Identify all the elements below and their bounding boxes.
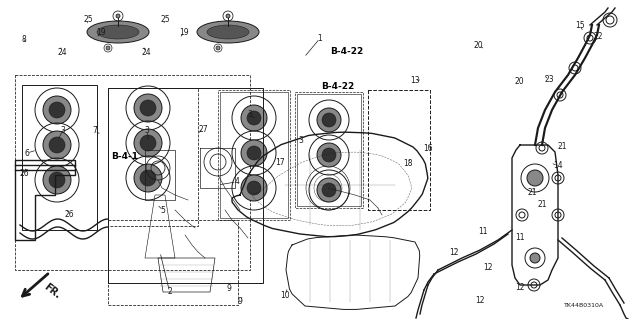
Text: B-4-1: B-4-1 <box>111 152 138 161</box>
Text: 26: 26 <box>64 210 74 219</box>
Text: 12: 12 <box>515 283 524 292</box>
Text: 1: 1 <box>317 34 323 43</box>
Circle shape <box>43 96 71 124</box>
Text: 19: 19 <box>179 28 189 37</box>
Text: 21: 21 <box>538 200 547 209</box>
Text: 6: 6 <box>24 149 29 158</box>
Bar <box>108 88 198 226</box>
Text: 12: 12 <box>476 296 484 305</box>
Circle shape <box>216 46 220 50</box>
Bar <box>295 92 363 208</box>
Circle shape <box>241 105 267 131</box>
Text: 16: 16 <box>422 144 433 153</box>
Text: 12: 12 <box>483 263 492 272</box>
Ellipse shape <box>97 25 139 39</box>
Text: 2: 2 <box>167 287 172 296</box>
Bar <box>218 90 290 220</box>
Text: 22: 22 <box>594 32 603 41</box>
Circle shape <box>527 170 543 186</box>
Circle shape <box>530 253 540 263</box>
Text: 26: 26 <box>19 169 29 178</box>
Text: 13: 13 <box>410 76 420 85</box>
Text: 7: 7 <box>92 126 97 135</box>
Bar <box>22 85 97 230</box>
Text: 25: 25 <box>160 15 170 24</box>
Text: 21: 21 <box>528 188 537 197</box>
Circle shape <box>241 175 267 201</box>
Circle shape <box>43 131 71 159</box>
Circle shape <box>247 181 261 195</box>
Circle shape <box>43 166 71 194</box>
Text: 4: 4 <box>234 177 239 186</box>
Text: 25: 25 <box>83 15 93 24</box>
Text: 17: 17 <box>275 158 285 167</box>
Text: 3: 3 <box>60 126 65 135</box>
Text: 3: 3 <box>247 110 252 119</box>
Circle shape <box>49 137 65 153</box>
Circle shape <box>247 111 261 125</box>
Text: 9: 9 <box>237 297 243 306</box>
Ellipse shape <box>207 25 249 39</box>
Text: 18: 18 <box>404 159 413 168</box>
Text: 21: 21 <box>557 142 566 151</box>
Text: 9: 9 <box>227 284 232 293</box>
Text: B-4-22: B-4-22 <box>330 47 364 56</box>
Circle shape <box>49 172 65 188</box>
Text: 11: 11 <box>479 227 488 236</box>
Bar <box>220 92 288 218</box>
Circle shape <box>140 135 156 151</box>
Text: 11: 11 <box>515 233 524 242</box>
Circle shape <box>241 140 267 166</box>
Text: 14: 14 <box>553 161 563 170</box>
Ellipse shape <box>197 21 259 43</box>
Circle shape <box>247 146 261 160</box>
Text: 15: 15 <box>575 21 585 30</box>
Text: 8: 8 <box>22 35 27 44</box>
Bar <box>15 75 250 270</box>
Circle shape <box>317 108 341 132</box>
Text: 23: 23 <box>544 75 554 84</box>
Text: 20: 20 <box>515 77 525 86</box>
Text: 24: 24 <box>141 48 151 57</box>
Circle shape <box>106 46 110 50</box>
Bar <box>108 220 238 305</box>
Text: 27: 27 <box>198 125 209 134</box>
Circle shape <box>134 94 162 122</box>
Bar <box>297 94 361 206</box>
Text: FR.: FR. <box>42 282 62 301</box>
Circle shape <box>322 183 336 197</box>
Ellipse shape <box>87 21 149 43</box>
Circle shape <box>140 170 156 186</box>
Circle shape <box>134 164 162 192</box>
Text: 3: 3 <box>145 126 150 135</box>
Text: 19: 19 <box>96 28 106 37</box>
Text: 24: 24 <box>58 48 68 57</box>
Circle shape <box>116 14 120 18</box>
Text: 12: 12 <box>450 248 459 256</box>
Circle shape <box>134 129 162 157</box>
Text: 10: 10 <box>280 291 290 300</box>
Circle shape <box>322 113 336 127</box>
Circle shape <box>317 143 341 167</box>
Text: TK44B0310A: TK44B0310A <box>564 303 604 308</box>
Text: B-4-22: B-4-22 <box>321 82 355 91</box>
Bar <box>108 88 263 283</box>
Text: 3: 3 <box>298 136 303 145</box>
Text: 20: 20 <box>474 41 484 50</box>
Circle shape <box>226 14 230 18</box>
Circle shape <box>317 178 341 202</box>
Text: 5: 5 <box>161 206 166 215</box>
Circle shape <box>140 100 156 116</box>
Circle shape <box>322 148 336 162</box>
Circle shape <box>49 102 65 118</box>
